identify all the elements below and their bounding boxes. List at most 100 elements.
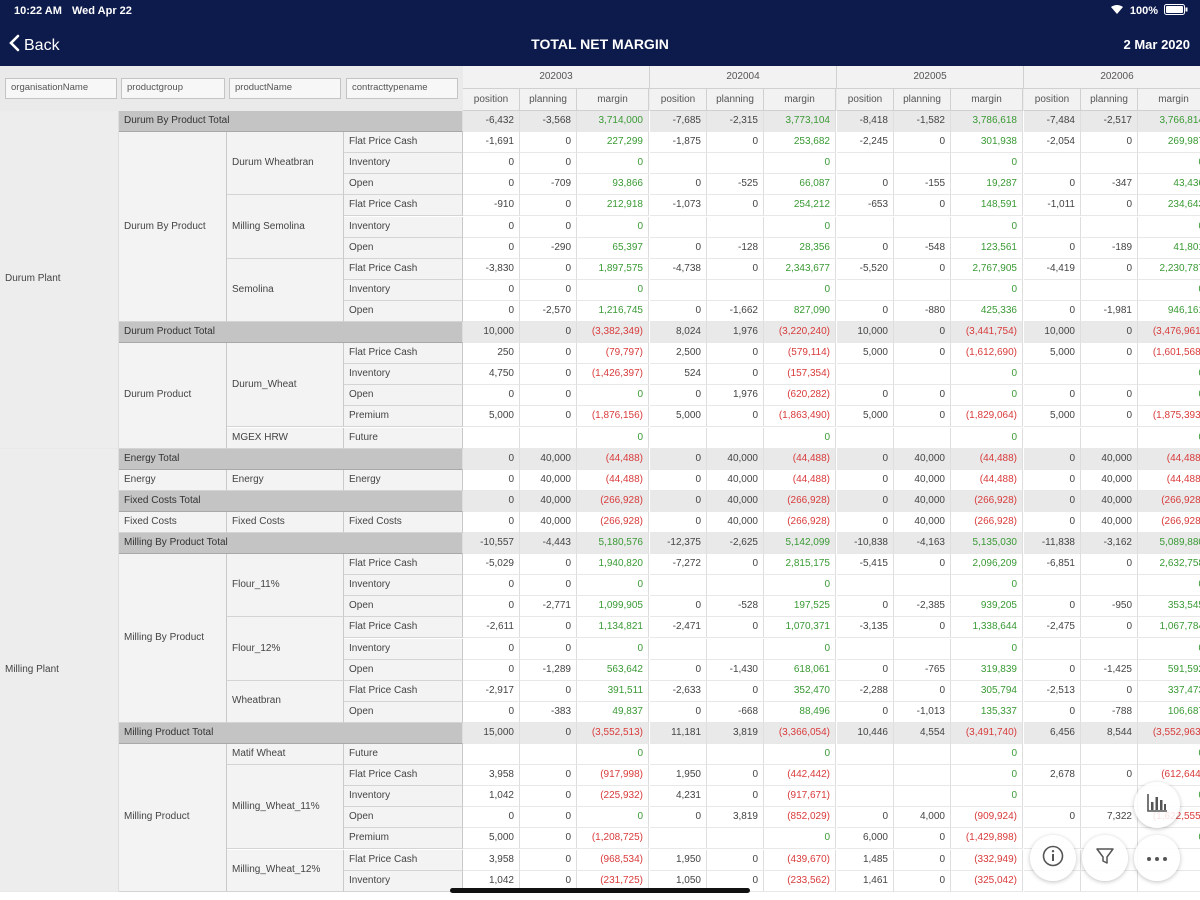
- home-indicator: [450, 888, 750, 893]
- position-cell: 0: [650, 385, 707, 407]
- planning-cell: [894, 638, 951, 660]
- planning-cell: -528: [707, 596, 764, 618]
- position-cell: 6,000: [837, 828, 894, 850]
- margin-cell: 43,436: [1138, 174, 1200, 196]
- position-cell: -5,415: [837, 554, 894, 576]
- position-cell: 0: [463, 153, 520, 175]
- position-cell: -2,611: [463, 617, 520, 639]
- margin-cell: 352,470: [764, 680, 836, 702]
- position-cell: 2,500: [650, 343, 707, 365]
- row-header-3[interactable]: contracttypename: [346, 78, 458, 99]
- product-name-cell: Fixed Costs: [227, 511, 344, 533]
- measure-header: margin: [577, 89, 649, 111]
- row-header-1[interactable]: productgroup: [121, 78, 225, 99]
- planning-cell: 0: [707, 364, 764, 386]
- period-header: 202005: [837, 66, 1024, 89]
- position-cell: 11,181: [650, 722, 707, 744]
- measure-header: planning: [707, 89, 764, 111]
- planning-cell: -2,315: [707, 111, 764, 133]
- group-total-row: Durum Product Total: [119, 322, 463, 344]
- margin-cell: (44,488): [951, 469, 1023, 491]
- position-cell: 0: [463, 237, 520, 259]
- planning-cell: 0: [520, 258, 577, 280]
- planning-cell: [707, 828, 764, 850]
- position-cell: 2,678: [1024, 765, 1081, 787]
- contract-type-cell: Open: [344, 596, 463, 618]
- info-button[interactable]: [1030, 835, 1076, 881]
- planning-cell: 0: [1081, 343, 1138, 365]
- contract-type-cell: Flat Price Cash: [344, 258, 463, 280]
- position-cell: 0: [1024, 807, 1081, 829]
- margin-cell: 41,801: [1138, 237, 1200, 259]
- planning-cell: -1,425: [1081, 659, 1138, 681]
- position-cell: 4,231: [650, 786, 707, 808]
- planning-cell: 3,819: [707, 807, 764, 829]
- product-group-cell: Fixed Costs: [119, 511, 227, 533]
- planning-cell: 0: [520, 807, 577, 829]
- planning-cell: 40,000: [894, 469, 951, 491]
- margin-cell: (79,797): [577, 343, 649, 365]
- margin-cell: (1,426,397): [577, 364, 649, 386]
- margin-cell: 106,687: [1138, 701, 1200, 723]
- planning-cell: 0: [894, 406, 951, 428]
- margin-cell: (1,875,393): [1138, 406, 1200, 428]
- margin-cell: 5,089,880: [1138, 533, 1200, 555]
- planning-cell: [894, 216, 951, 238]
- planning-cell: 0: [894, 828, 951, 850]
- margin-cell: (44,488): [577, 469, 649, 491]
- planning-cell: 8,544: [1081, 722, 1138, 744]
- margin-cell: (233,562): [764, 870, 836, 892]
- margin-cell: 0: [951, 427, 1023, 449]
- position-cell: 8,024: [650, 322, 707, 344]
- back-button[interactable]: Back: [8, 34, 60, 57]
- margin-cell: 0: [764, 828, 836, 850]
- product-name-cell: Wheatbran: [227, 680, 344, 723]
- margin-cell: 618,061: [764, 659, 836, 681]
- planning-cell: 0: [520, 722, 577, 744]
- product-name-cell: Milling Semolina: [227, 195, 344, 259]
- position-cell: 0: [650, 448, 707, 470]
- position-cell: -2,054: [1024, 132, 1081, 154]
- planning-cell: -3,568: [520, 111, 577, 133]
- planning-cell: 0: [1081, 765, 1138, 787]
- margin-cell: (266,928): [764, 490, 836, 512]
- chart-button[interactable]: [1134, 782, 1180, 828]
- position-cell: 0: [650, 807, 707, 829]
- position-cell: [1024, 216, 1081, 238]
- position-cell: 0: [463, 385, 520, 407]
- margin-cell: 0: [1138, 638, 1200, 660]
- position-cell: 0: [463, 279, 520, 301]
- margin-cell: 2,767,905: [951, 258, 1023, 280]
- planning-cell: 0: [707, 195, 764, 217]
- measure-header: margin: [951, 89, 1023, 111]
- margin-cell: 2,632,758: [1138, 554, 1200, 576]
- margin-cell: 269,987: [1138, 132, 1200, 154]
- margin-cell: (1,429,898): [951, 828, 1023, 850]
- measure-header: position: [1024, 89, 1081, 111]
- position-cell: 0: [650, 701, 707, 723]
- margin-cell: (1,829,064): [951, 406, 1023, 428]
- planning-cell: [520, 427, 577, 449]
- margin-cell: (325,042): [951, 870, 1023, 892]
- more-button[interactable]: [1134, 835, 1180, 881]
- planning-cell: 40,000: [707, 469, 764, 491]
- position-cell: 0: [650, 490, 707, 512]
- row-header-2[interactable]: productName: [229, 78, 341, 99]
- position-cell: 10,446: [837, 722, 894, 744]
- position-cell: 0: [837, 174, 894, 196]
- position-cell: -653: [837, 195, 894, 217]
- planning-cell: 40,000: [894, 448, 951, 470]
- row-header-0[interactable]: organisationName: [5, 78, 117, 99]
- contract-type-cell: Flat Price Cash: [344, 132, 463, 154]
- contract-type-cell: Inventory: [344, 153, 463, 175]
- planning-cell: 40,000: [894, 511, 951, 533]
- margin-cell: 0: [1138, 153, 1200, 175]
- planning-cell: -4,443: [520, 533, 577, 555]
- contract-type-cell: Open: [344, 300, 463, 322]
- position-cell: [650, 828, 707, 850]
- position-cell: -4,738: [650, 258, 707, 280]
- position-cell: -1,011: [1024, 195, 1081, 217]
- planning-cell: -880: [894, 300, 951, 322]
- margin-cell: 227,299: [577, 132, 649, 154]
- filter-button[interactable]: [1082, 835, 1128, 881]
